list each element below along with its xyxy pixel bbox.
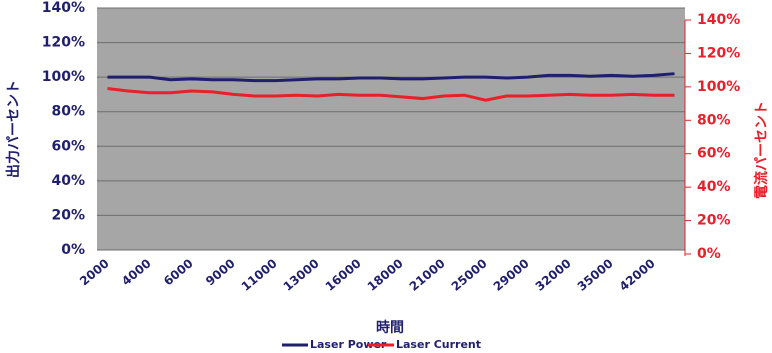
x-tick-label: 2000	[77, 256, 112, 288]
x-tick-label: 35000	[575, 256, 616, 294]
x-axis-label: 時間	[376, 319, 404, 336]
x-tick-label: 18000	[365, 256, 406, 294]
x-tick-label: 32000	[533, 256, 574, 294]
x-tick-label: 6000	[161, 256, 196, 288]
y-tick-label: 60%	[51, 138, 85, 154]
y-tick-label: 100%	[42, 69, 85, 85]
series-line	[107, 72, 675, 83]
x-tick-label: 42000	[617, 256, 658, 294]
y-tick-label: 20%	[51, 207, 85, 223]
x-tick-label: 4000	[119, 256, 154, 288]
y-tick-label: 120%	[42, 35, 85, 51]
y-tick-label: 40%	[51, 173, 85, 189]
legend-label: Laser Current	[396, 338, 481, 351]
y2-tick-label: 60%	[697, 146, 731, 162]
x-tick-label: 16000	[323, 256, 364, 294]
y2-tick-label: 120%	[697, 45, 740, 61]
y2-tick-label: 140%	[697, 12, 740, 28]
y-tick-label: 0%	[61, 242, 85, 258]
y-tick-label: 80%	[51, 104, 85, 120]
y-tick-label: 140%	[42, 0, 85, 16]
y2-axis-label: 電流パーセント	[753, 101, 770, 199]
y2-tick-label: 0%	[697, 246, 721, 262]
x-tick-label: 9000	[203, 256, 238, 288]
x-tick-label: 25000	[449, 256, 490, 294]
y2-tick-label: 100%	[697, 79, 740, 95]
y-axis-label: 出力パーセント	[5, 80, 22, 178]
x-tick-label: 29000	[491, 256, 532, 294]
series-line	[107, 87, 675, 102]
x-tick-label: 13000	[281, 256, 322, 294]
y2-tick-label: 20%	[697, 213, 731, 229]
legend-label: Laser Power	[310, 338, 387, 351]
y2-tick-label: 40%	[697, 179, 731, 195]
y2-tick-label: 80%	[697, 112, 731, 128]
x-tick-label: 11000	[239, 256, 280, 294]
plot-area	[97, 8, 685, 250]
x-tick-label: 21000	[407, 256, 448, 294]
